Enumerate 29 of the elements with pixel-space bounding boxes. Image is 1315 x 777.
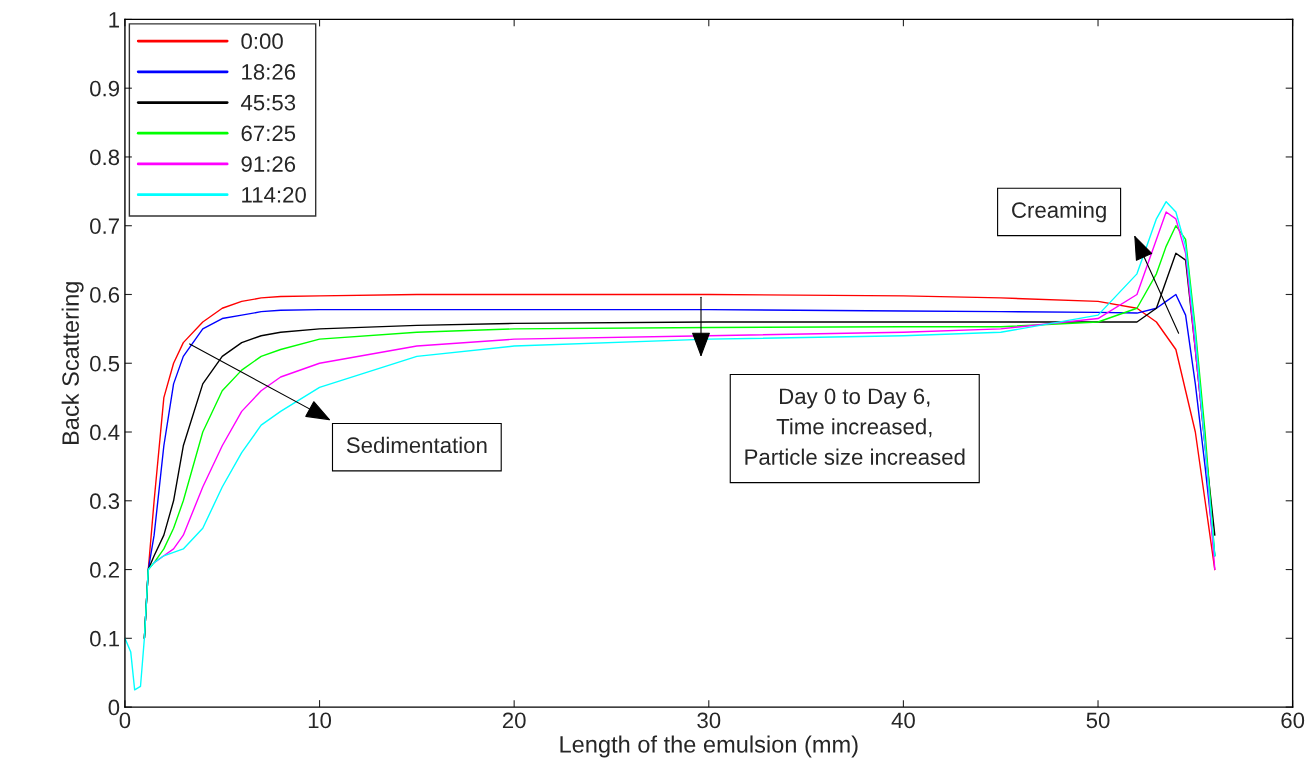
legend-label: 67:25 <box>241 125 296 142</box>
legend-label: 45:53 <box>240 94 296 111</box>
y-tick-label: 0 <box>108 699 120 716</box>
x-tick-label: 60 <box>1281 712 1305 729</box>
y-tick-label: 0.6 <box>90 287 120 303</box>
y-tick-label: 0.3 <box>90 493 120 510</box>
y-tick-label: 0.2 <box>90 562 119 578</box>
x-tick-label: 10 <box>308 712 332 729</box>
legend-label: 0:00 <box>241 33 283 50</box>
x-tick-label: 0 <box>119 712 131 729</box>
y-tick-label: 1 <box>109 12 119 28</box>
y-tick-label: 0.9 <box>90 80 120 97</box>
legend-label: 114:20 <box>242 186 306 203</box>
y-tick-label: 0.8 <box>90 149 120 166</box>
x-axis-title: Length of the emulsion (mm) <box>560 735 858 758</box>
y-tick-label: 0.7 <box>90 218 119 234</box>
y-tick-label: 0.1 <box>90 630 119 647</box>
annotation: Day 0 to Day 6, Time increased, Particle size increased <box>745 388 965 465</box>
annotation: Creaming <box>1012 201 1106 223</box>
legend-label: 18:26 <box>242 64 296 80</box>
legend-label: 91:26 <box>241 156 296 172</box>
x-tick-label: 50 <box>1086 712 1110 729</box>
y-tick-label: 0.5 <box>90 355 120 372</box>
annotation: Sedimentation <box>346 436 487 454</box>
x-tick-label: 20 <box>502 712 526 729</box>
x-tick-label: 30 <box>697 712 721 729</box>
y-axis-title: Back Scattering <box>61 282 84 444</box>
x-tick-label: 40 <box>891 712 915 729</box>
y-tick-label: 0.4 <box>90 424 120 441</box>
